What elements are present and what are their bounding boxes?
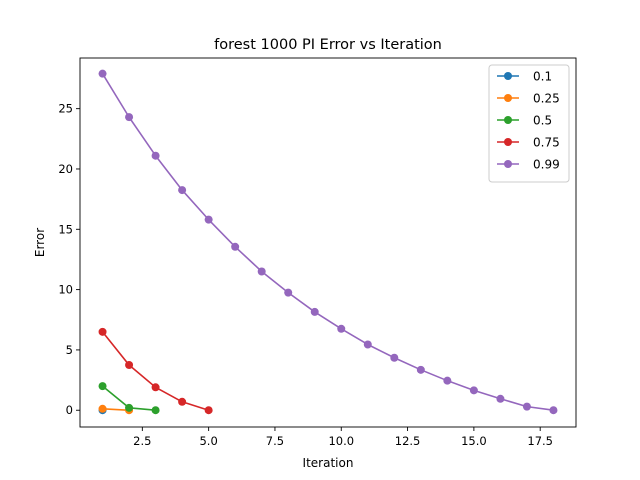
legend-marker <box>504 72 512 80</box>
data-point <box>390 353 399 362</box>
data-point <box>204 215 213 224</box>
data-point <box>98 69 107 78</box>
data-point <box>151 151 160 160</box>
y-tick-label: 15 <box>58 222 73 236</box>
data-point <box>125 403 134 412</box>
x-tick-label: 15.0 <box>461 434 487 448</box>
y-tick-label: 20 <box>58 162 73 176</box>
data-point <box>151 383 160 392</box>
data-point <box>231 242 240 251</box>
legend-label: 0.1 <box>533 70 552 84</box>
data-point <box>284 288 293 297</box>
legend-item: 0.99 <box>497 158 560 172</box>
data-point <box>522 402 531 411</box>
series-line <box>101 73 554 412</box>
legend-label: 0.25 <box>533 92 560 106</box>
series-layer <box>98 69 558 415</box>
data-point <box>151 406 160 415</box>
data-point <box>125 113 134 122</box>
data-point <box>178 186 187 195</box>
data-point <box>310 307 319 316</box>
series-line <box>102 407 130 412</box>
legend-marker <box>504 94 512 102</box>
legend-label: 0.5 <box>533 114 552 128</box>
data-point <box>98 382 107 391</box>
data-point <box>549 406 558 415</box>
data-point <box>416 365 425 374</box>
legend-item: 0.5 <box>497 114 552 128</box>
y-tick-label: 0 <box>66 403 73 417</box>
x-tick-label: 12.5 <box>395 434 421 448</box>
legend-marker <box>504 116 512 124</box>
data-point <box>178 397 187 406</box>
data-point <box>125 361 134 369</box>
legend-item: 0.25 <box>497 92 560 106</box>
y-tick-label: 25 <box>58 102 73 116</box>
axes-frame <box>79 57 577 428</box>
y-tick-label: 5 <box>66 343 73 357</box>
y-axis-label: Error <box>33 228 47 257</box>
legend-label: 0.99 <box>533 158 560 172</box>
legend: 0.1 0.25 0.5 0.75 0.99 <box>488 64 570 183</box>
legend-marker <box>504 138 512 146</box>
x-axis: 2.5 5.0 7.5 10.0 12.5 15.0 17.5 <box>133 427 553 448</box>
x-tick-label: 2.5 <box>133 434 151 448</box>
data-point <box>98 404 107 413</box>
chart-title: forest 1000 PI Error vs Iteration <box>214 37 442 53</box>
x-axis-label: Iteration <box>303 456 354 470</box>
series-0.99 <box>98 69 558 415</box>
data-point <box>443 376 452 385</box>
data-point <box>363 340 372 349</box>
data-point <box>204 406 213 415</box>
y-axis: 0 5 10 15 20 25 <box>58 102 80 417</box>
data-point <box>98 327 107 336</box>
legend-item: 0.1 <box>497 70 552 84</box>
series-0.75 <box>98 327 213 415</box>
data-point <box>257 267 266 276</box>
x-tick-label: 10.0 <box>328 434 354 448</box>
data-point <box>496 394 505 403</box>
y-tick-label: 10 <box>58 283 73 297</box>
legend-marker <box>504 160 512 168</box>
x-tick-label: 17.5 <box>527 434 553 448</box>
legend-label: 0.75 <box>533 136 560 150</box>
legend-item: 0.75 <box>497 136 560 150</box>
x-tick-label: 7.5 <box>266 434 284 448</box>
x-tick-label: 5.0 <box>199 434 217 448</box>
series-0.5 <box>98 382 160 415</box>
data-point <box>337 324 346 333</box>
data-point <box>469 386 478 395</box>
